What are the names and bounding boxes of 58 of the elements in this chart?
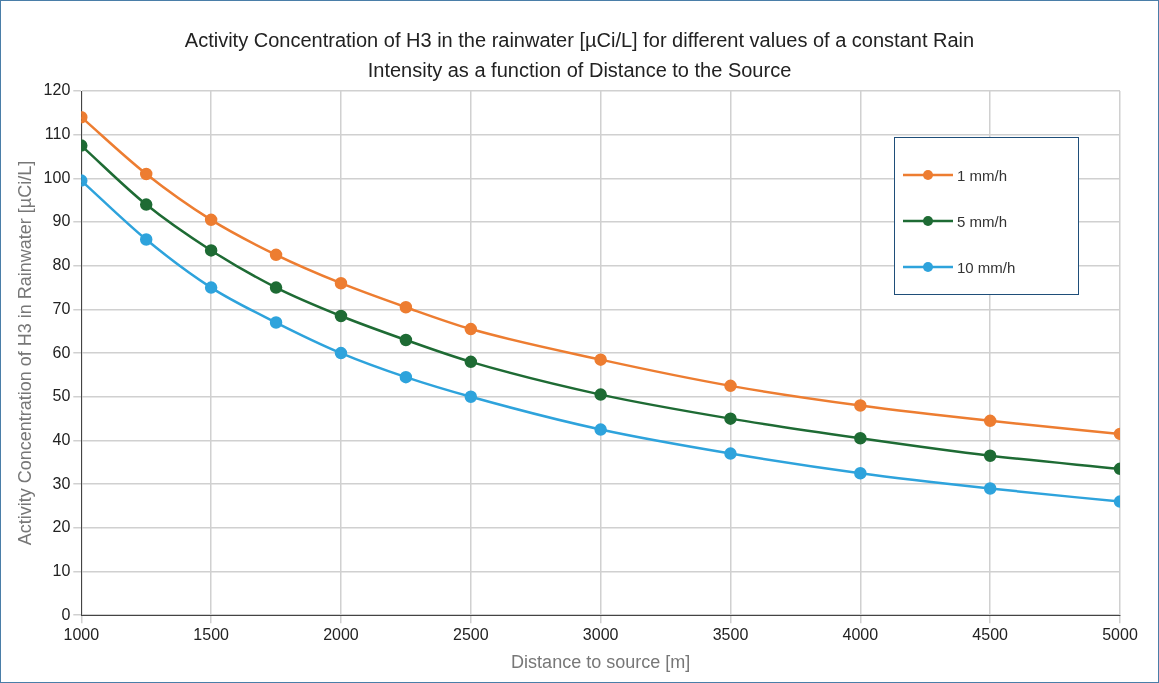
y-tick-label: 80 (52, 256, 71, 274)
point (399, 370, 413, 384)
legend-label: 10 mm/h (957, 258, 1016, 276)
point (269, 316, 283, 329)
y-tick-label: 110 (44, 125, 71, 143)
point (854, 432, 867, 445)
y-tick-label: 20 (52, 518, 71, 536)
x-tick-label: 1500 (193, 626, 230, 644)
point (204, 213, 218, 227)
legend-label: 1 mm/h (957, 166, 1008, 184)
x-tick-label: 3000 (582, 626, 619, 644)
point (334, 346, 348, 360)
x-tick-label: 4500 (972, 626, 1009, 644)
point (399, 333, 413, 347)
y-axis-title: Activity Concentration of H3 in Rainwater [µCi/L] (14, 160, 35, 546)
point (139, 167, 153, 181)
point (464, 355, 478, 369)
point (983, 449, 997, 463)
y-tick-label: 0 (61, 605, 71, 623)
point (334, 276, 348, 290)
legend-label: 5 mm/h (957, 212, 1008, 230)
x-tick-label: 3500 (712, 626, 749, 644)
point (724, 447, 737, 460)
point (204, 244, 218, 257)
point (854, 466, 867, 480)
point (854, 399, 867, 412)
point (594, 423, 607, 436)
point (983, 482, 997, 495)
x-tick-label: 2000 (323, 626, 359, 644)
point (139, 233, 153, 246)
point (334, 309, 348, 323)
y-tick-label: 70 (52, 299, 71, 317)
x-tick-label: 1000 (63, 626, 100, 644)
point (594, 388, 607, 401)
x-axis-title: Distance to source [m] (511, 652, 691, 673)
point (983, 414, 997, 428)
y-tick-label: 50 (52, 387, 71, 405)
y-tick-label: 100 (43, 168, 71, 186)
y-tick-label: 120 (43, 81, 71, 99)
y-tick-label: 30 (52, 474, 71, 492)
point (269, 248, 283, 262)
point (204, 281, 218, 294)
point (594, 353, 607, 366)
x-tick-label: 4000 (842, 626, 879, 644)
point (724, 379, 737, 393)
point (139, 198, 153, 211)
point (399, 300, 413, 314)
point (464, 322, 478, 336)
chart-title: Activity Concentration of H3 in the rainwater [µCi/L] for different values of a constant Rain Intensity as a function of Distance to the Source (183, 28, 976, 83)
y-tick-label: 90 (52, 212, 71, 230)
y-tick-label: 40 (52, 430, 71, 448)
y-tick-label: 10 (52, 561, 71, 579)
x-tick-label: 5000 (1102, 626, 1138, 644)
y-tick-label: 60 (52, 343, 71, 361)
point (269, 281, 283, 294)
point (464, 390, 478, 404)
x-tick-label: 2500 (453, 626, 489, 644)
point (724, 412, 737, 425)
